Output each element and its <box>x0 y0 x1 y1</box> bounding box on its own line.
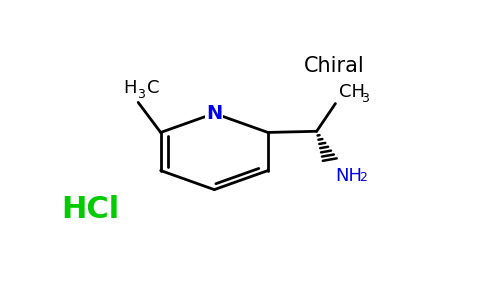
Text: CH: CH <box>339 83 365 101</box>
Text: H: H <box>123 79 136 97</box>
Text: C: C <box>147 79 159 97</box>
Text: NH: NH <box>335 167 363 185</box>
Text: 3: 3 <box>136 88 145 100</box>
Text: HCl: HCl <box>61 195 120 224</box>
Text: 2: 2 <box>359 171 366 184</box>
Text: 3: 3 <box>361 92 369 105</box>
Text: N: N <box>206 104 223 123</box>
Text: Chiral: Chiral <box>304 56 365 76</box>
